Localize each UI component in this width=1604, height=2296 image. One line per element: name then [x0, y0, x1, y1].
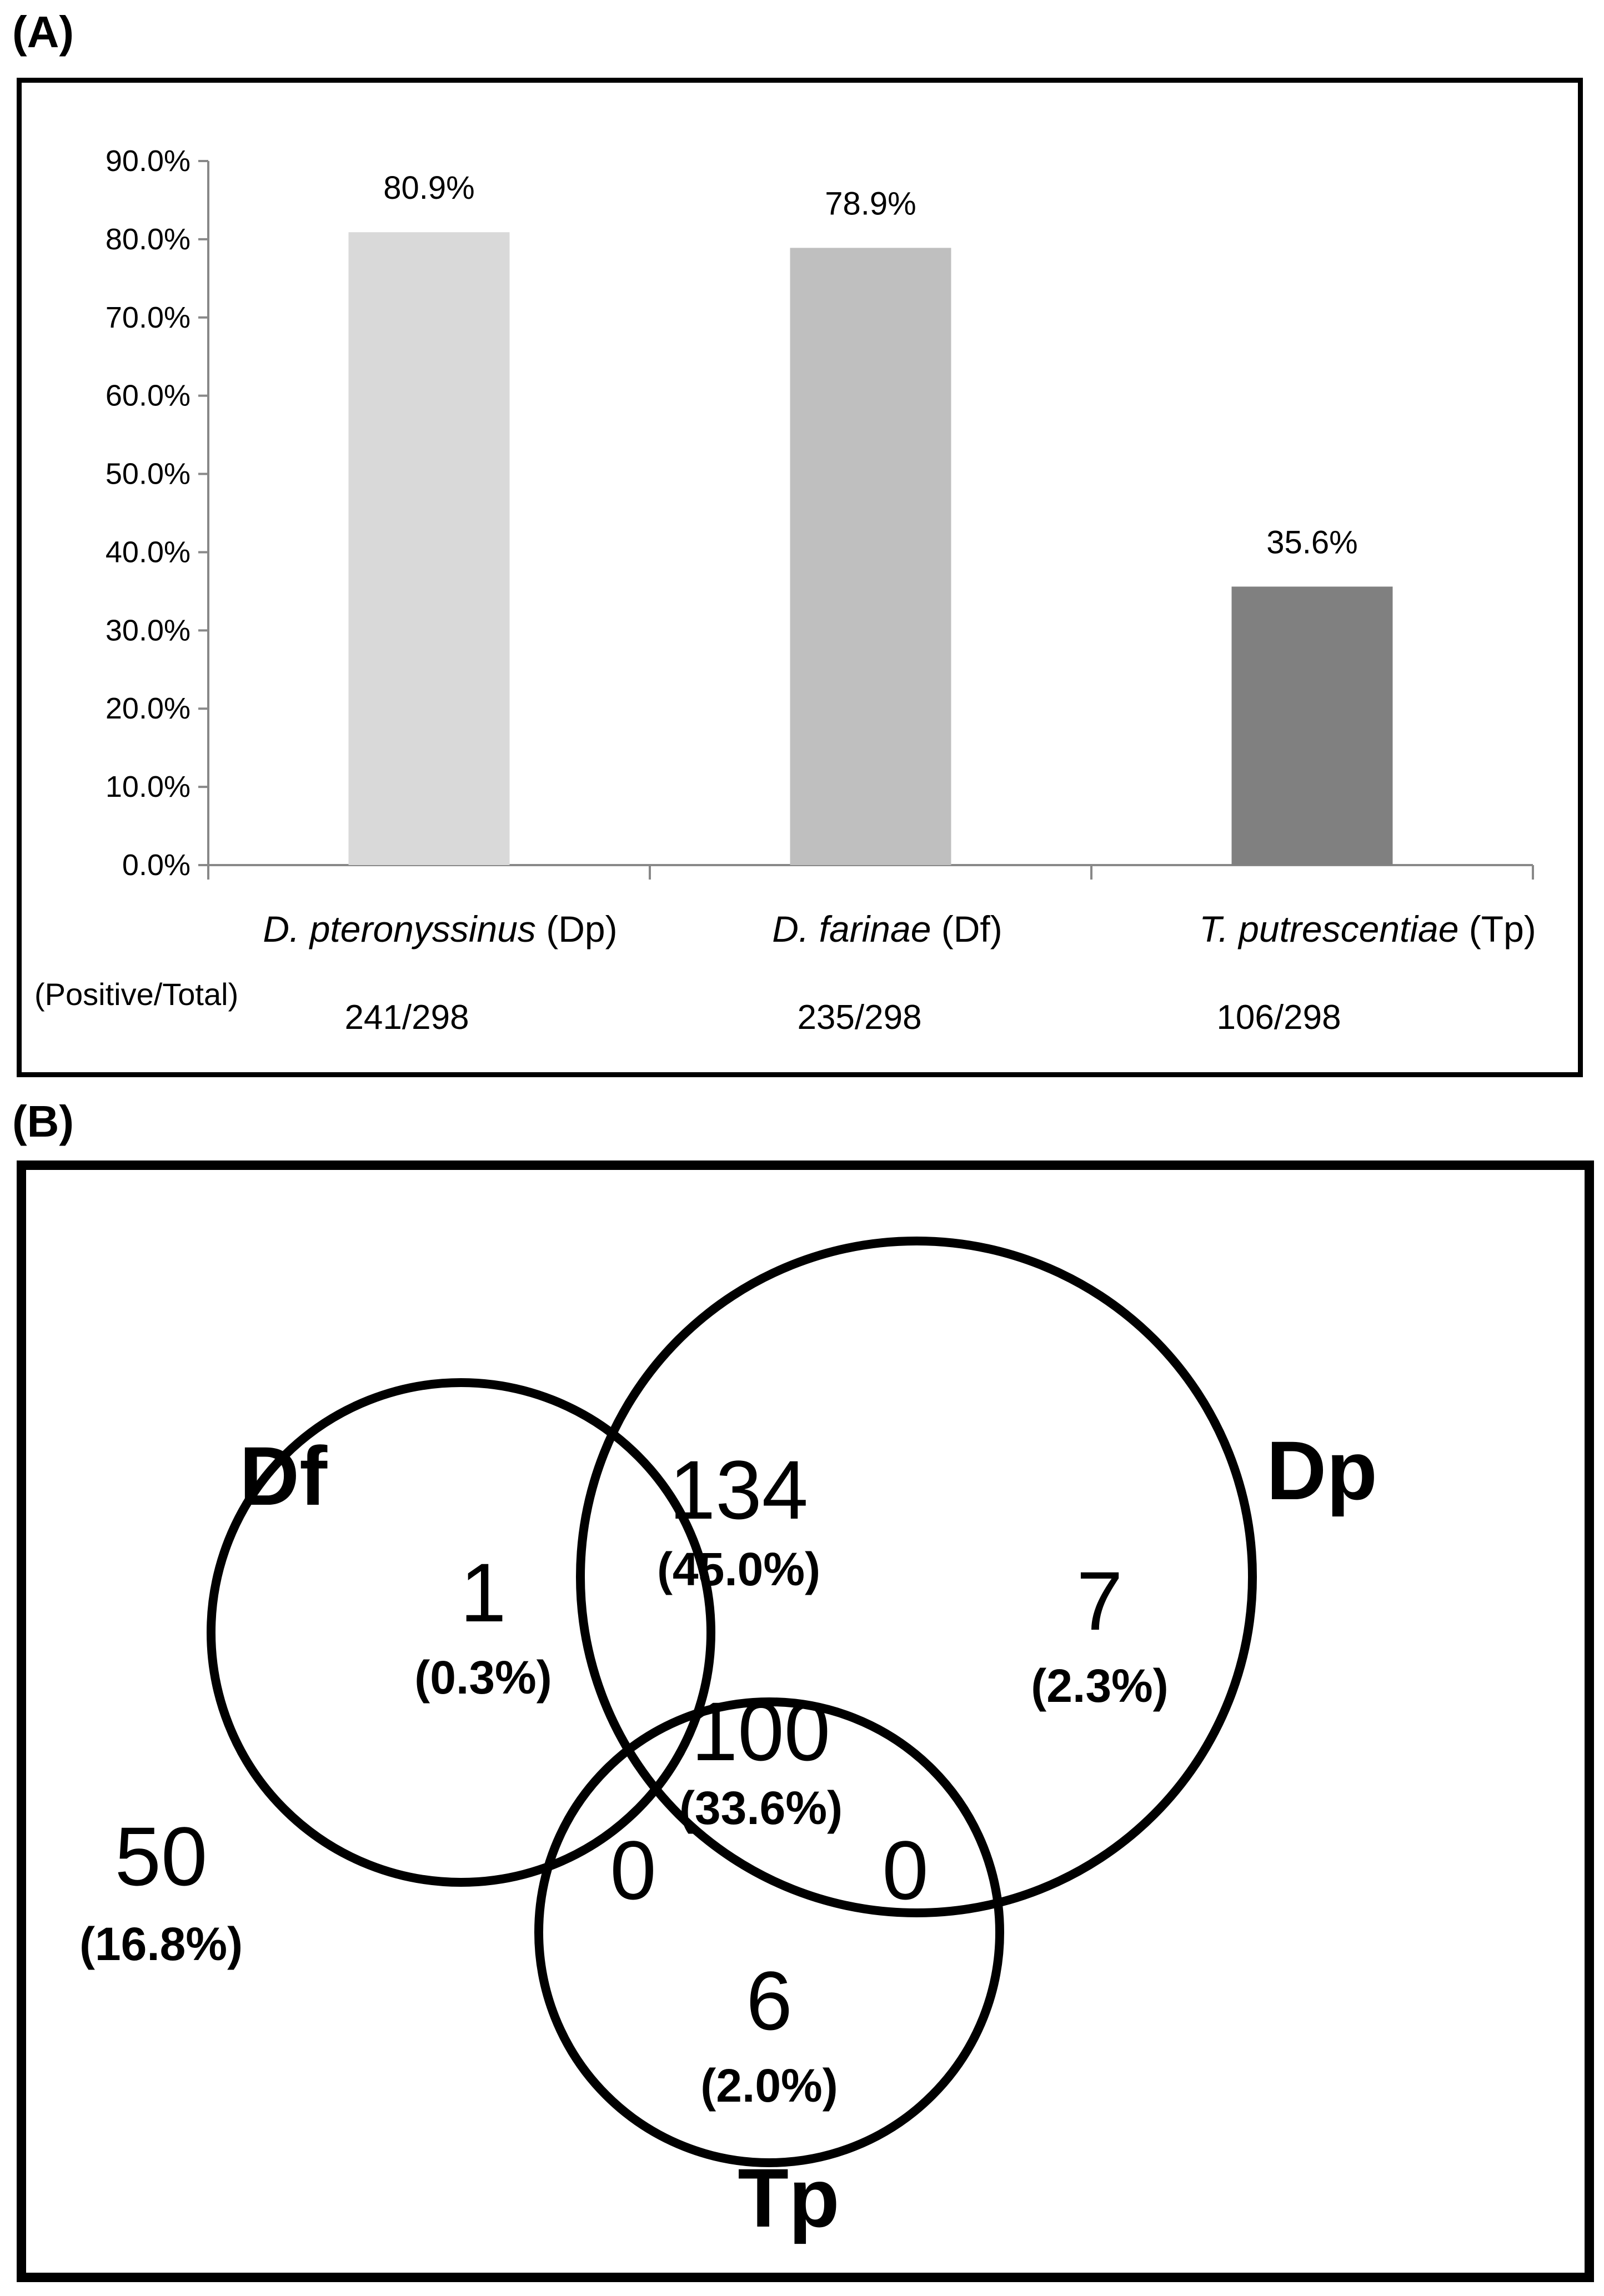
set-label-dp: Dp: [1266, 1424, 1377, 1517]
category-species: T. putrescentiae: [1199, 908, 1458, 949]
y-tick-label: 20.0%: [106, 692, 191, 725]
data-label: 35.6%: [1266, 524, 1357, 560]
y-tick-label: 60.0%: [106, 379, 191, 413]
set-label-df: Df: [239, 1429, 328, 1523]
venn-diagram-frame: [17, 1160, 1594, 2282]
ratio-row-label: (Positive/Total): [34, 977, 238, 1012]
category-abbrev: (Tp): [1458, 908, 1536, 949]
region-percent-dp-only: (2.3%): [1031, 1660, 1168, 1712]
y-tick-label: 70.0%: [106, 301, 191, 334]
y-tick-label: 0.0%: [122, 848, 191, 882]
data-label: 78.9%: [825, 185, 916, 222]
category-species: D. farinae: [772, 908, 931, 949]
y-tick-label: 10.0%: [106, 770, 191, 803]
y-tick-label: 40.0%: [106, 535, 191, 569]
region-count-df-only: 1: [460, 1546, 506, 1639]
bar: [1231, 586, 1393, 865]
venn-circle-tp: [534, 1697, 1004, 2167]
region-count-all-three: 100: [691, 1685, 830, 1778]
region-count-dp-only: 7: [1076, 1554, 1122, 1647]
region-percent-df-only: (0.3%): [414, 1651, 552, 1704]
category-label: T. putrescentiae (Tp): [1199, 908, 1536, 949]
y-tick-label: 90.0%: [106, 144, 191, 178]
venn-circle-dp: [576, 1237, 1257, 1917]
panel-a-label: (A): [12, 7, 74, 57]
bar: [790, 248, 951, 865]
region-percent-tp-only: (2.0%): [700, 2059, 838, 2112]
ratio-label: 241/298: [344, 998, 469, 1037]
region-count-tp-only: 6: [746, 1954, 792, 2047]
y-tick-label: 30.0%: [106, 614, 191, 647]
region-count-dp-tp: 0: [882, 1823, 928, 1917]
bar: [348, 232, 510, 866]
region-percent-none: (16.8%): [79, 1918, 243, 1970]
data-label: 80.9%: [383, 170, 474, 206]
region-count-none: 50: [115, 1810, 208, 1903]
panel-b-label: (B): [12, 1097, 74, 1146]
ratio-label: 235/298: [797, 998, 921, 1037]
y-tick-label: 80.0%: [106, 223, 191, 256]
category-abbrev: (Dp): [536, 908, 618, 949]
venn-circle-df: [207, 1378, 715, 1887]
set-label-tp: Tp: [738, 2151, 839, 2244]
category-label: D. pteronyssinus (Dp): [263, 908, 617, 949]
category-label: D. farinae (Df): [772, 908, 1002, 949]
ratio-label: 106/298: [1216, 998, 1341, 1037]
region-count-df-tp: 0: [610, 1823, 656, 1917]
region-count-df-dp: 134: [669, 1443, 808, 1536]
region-percent-df-dp: (45.0%): [657, 1543, 820, 1595]
category-abbrev: (Df): [931, 908, 1002, 949]
y-tick-label: 50.0%: [106, 458, 191, 491]
region-percent-all-three: (33.6%): [679, 1782, 843, 1834]
category-species: D. pteronyssinus: [263, 908, 536, 949]
